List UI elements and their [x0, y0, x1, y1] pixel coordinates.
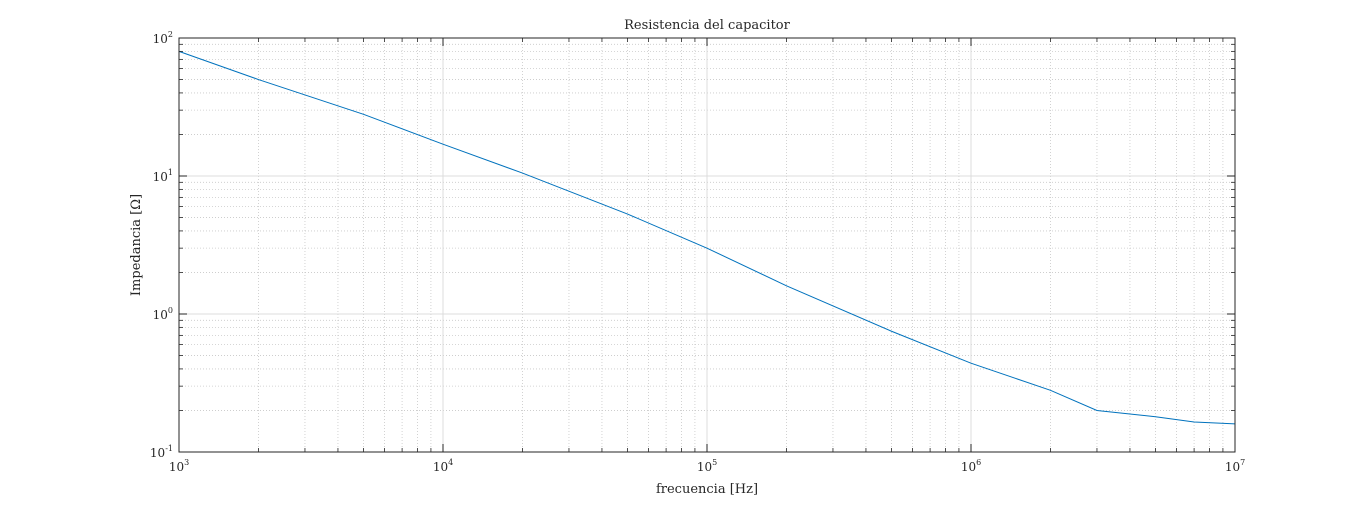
x-axis-label: frecuencia [Hz] [656, 482, 758, 497]
x-tick-label: 106 [961, 458, 981, 474]
x-tick-exponent: 4 [448, 458, 453, 467]
series-layer [178, 50, 1236, 425]
x-tick-label: 103 [169, 458, 189, 474]
x-tick-exponent: 7 [1240, 458, 1245, 467]
y-tick-label: 100 [153, 306, 173, 322]
x-tick-exponent: 6 [976, 458, 981, 467]
impedance-series-line [178, 50, 1236, 425]
chart-title: Resistencia del capacitor [624, 18, 790, 33]
x-tick-label: 107 [1225, 458, 1245, 474]
y-tick-exponent: 2 [168, 30, 173, 39]
y-tick-exponent: 1 [168, 168, 173, 177]
x-tick-exponent: 3 [184, 458, 189, 467]
y-tick-label: 101 [153, 168, 173, 184]
x-tick-labels: 103 104 105 106 107 [169, 458, 1245, 474]
tick-marks [178, 37, 1236, 453]
y-tick-label: 102 [153, 30, 173, 46]
x-tick-exponent: 5 [712, 458, 717, 467]
y-tick-exponent: -1 [165, 444, 173, 453]
x-tick-label: 104 [433, 458, 453, 474]
y-axis-label: Impedancia [Ω] [129, 194, 144, 296]
y-tick-label: 10-1 [150, 444, 173, 460]
y-tick-exponent: 0 [168, 306, 173, 315]
x-tick-label: 105 [697, 458, 717, 474]
